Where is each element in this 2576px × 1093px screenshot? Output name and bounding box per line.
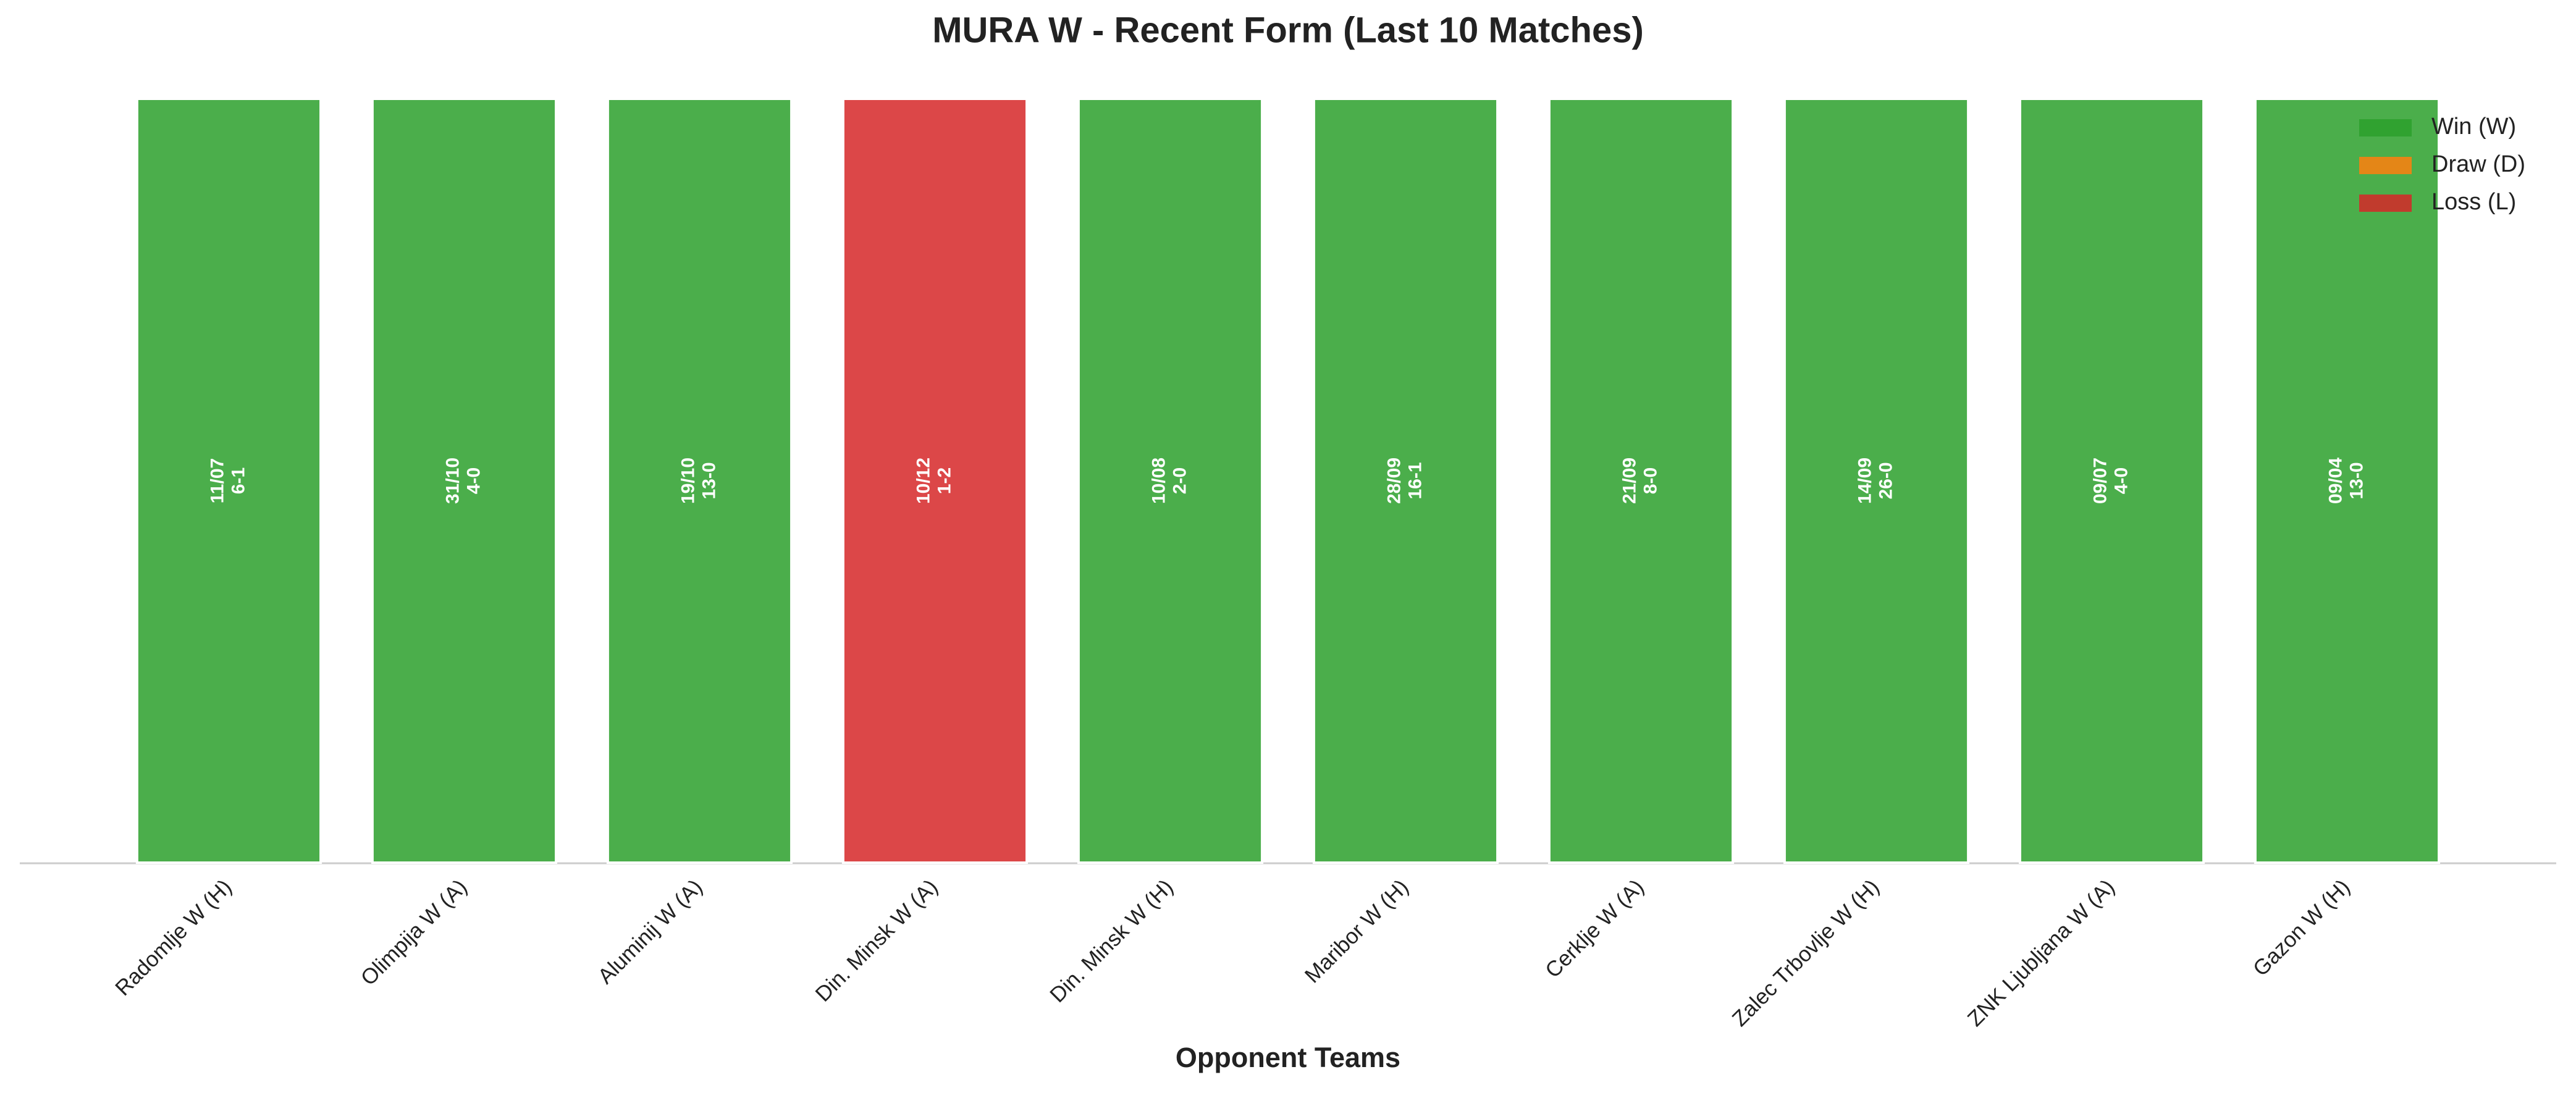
x-tick-label: Aluminij W (A): [593, 875, 707, 989]
bar-score-label: 2-0: [1169, 467, 1190, 494]
x-axis-label: Opponent Teams: [1176, 1042, 1400, 1073]
bar: [1783, 98, 1970, 864]
bar: [841, 98, 1029, 864]
x-tick-label: Maribor W (H): [1300, 875, 1413, 988]
legend-swatch: [2359, 157, 2412, 174]
x-tick-label: Cerklje W (A): [1541, 875, 1649, 983]
x-tick-label: Zalec Trbovlje W (H): [1728, 875, 1884, 1031]
bar: [135, 98, 322, 864]
x-tick-label: Din. Minsk W (A): [811, 875, 943, 1007]
bar-score-label: 26-0: [1875, 462, 1896, 499]
legend-swatch: [2359, 195, 2412, 212]
bar: [1077, 98, 1264, 864]
bar-date-label: 11/07: [207, 458, 227, 503]
bar-date-label: 10/12: [913, 458, 933, 504]
bar: [606, 98, 793, 864]
x-tick-label: Radomlje W (H): [111, 875, 237, 1001]
bar: [1312, 98, 1499, 864]
bar-score-label: 6-1: [228, 467, 248, 494]
bar-date-label: 21/09: [1619, 458, 1639, 504]
legend-swatch: [2359, 119, 2412, 136]
x-tick-label: ZNK Ljubljana W (A): [1963, 875, 2119, 1031]
bar: [2254, 98, 2441, 864]
legend-label: Draw (D): [2431, 151, 2525, 177]
bar: [1547, 98, 1735, 864]
bar-score-label: 13-0: [699, 462, 719, 499]
bar: [371, 98, 558, 864]
bar-date-label: 19/10: [678, 458, 698, 504]
bar-date-label: 31/10: [442, 458, 463, 504]
x-tick-label: Din. Minsk W (H): [1045, 875, 1178, 1008]
bar: [2018, 98, 2205, 864]
bar-date-label: 10/08: [1148, 458, 1169, 504]
bar-score-label: 1-2: [934, 467, 954, 494]
bar-date-label: 28/09: [1384, 458, 1404, 504]
bar-date-label: 14/09: [1854, 458, 1875, 504]
x-tick-label: Olimpija W (A): [356, 875, 472, 990]
legend-label: Loss (L): [2431, 189, 2516, 215]
bar-score-label: 16-1: [1405, 462, 1425, 499]
bar-date-label: 09/04: [2325, 458, 2346, 504]
bar-score-label: 13-0: [2346, 462, 2367, 499]
legend-label: Win (W): [2431, 114, 2516, 140]
chart-title: MURA W - Recent Form (Last 10 Matches): [932, 10, 1644, 50]
bar-score-label: 4-0: [463, 467, 484, 494]
bar-score-label: 4-0: [2111, 467, 2131, 494]
bar-date-label: 09/07: [2090, 458, 2110, 504]
x-tick-label: Gazon W (H): [2249, 875, 2355, 981]
bar-score-label: 8-0: [1640, 467, 1661, 494]
